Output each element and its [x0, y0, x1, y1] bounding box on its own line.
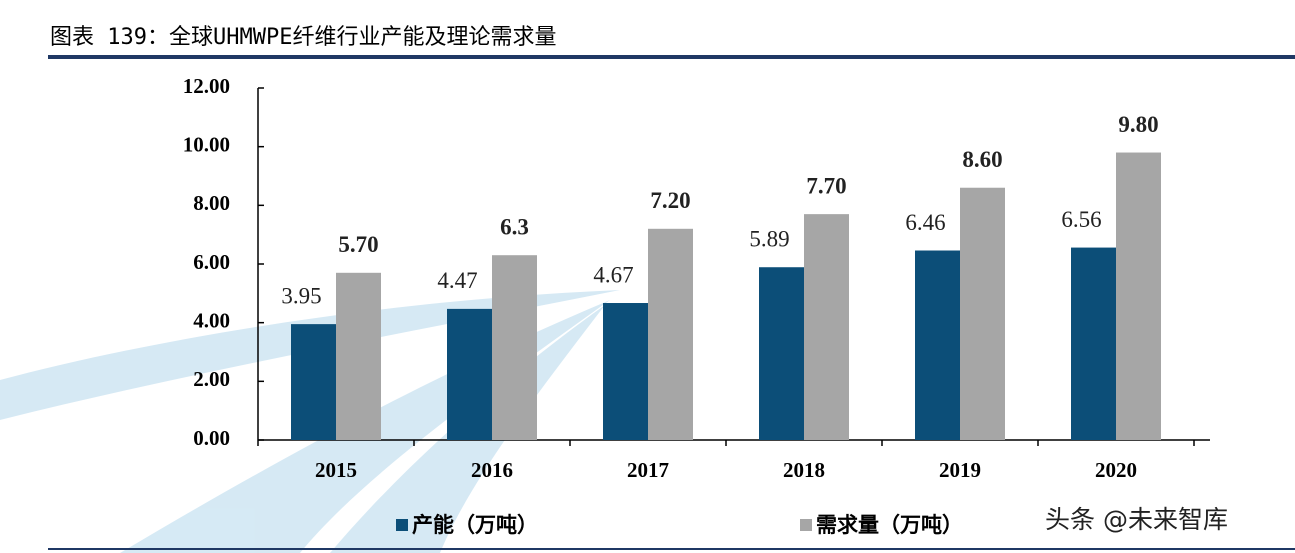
data-label: 9.80 [1118, 112, 1158, 137]
y-tick-label: 10.00 [183, 132, 230, 156]
data-label: 5.89 [749, 227, 789, 252]
x-tick-label: 2016 [471, 458, 513, 482]
x-tick-label: 2017 [627, 458, 669, 482]
bar [447, 308, 492, 440]
data-label: 6.46 [905, 210, 945, 235]
data-label: 4.67 [593, 262, 633, 287]
bar [492, 255, 537, 440]
y-tick-label: 12.00 [183, 74, 230, 98]
bar [291, 324, 336, 440]
bar [603, 303, 648, 440]
bar [915, 250, 960, 440]
bar [960, 187, 1005, 440]
title-rule [48, 55, 1295, 59]
data-label: 8.60 [962, 147, 1002, 172]
y-tick-label: 8.00 [193, 191, 230, 215]
data-label: 5.70 [338, 232, 378, 257]
data-label: 4.47 [437, 268, 477, 293]
watermark: 头条 @未来智库 [1045, 505, 1228, 534]
x-tick-label: 2015 [315, 458, 357, 482]
x-tick-label: 2018 [783, 458, 825, 482]
data-label: 6.56 [1061, 207, 1101, 232]
y-tick-label: 6.00 [193, 250, 230, 274]
chart-title: 图表 139：全球UHMWPE纤维行业产能及理论需求量 [50, 25, 556, 50]
data-label: 6.3 [500, 214, 529, 239]
x-tick-label: 2020 [1095, 458, 1137, 482]
y-tick-label: 2.00 [193, 367, 230, 391]
bar [648, 228, 693, 440]
legend-swatch [800, 519, 812, 531]
data-label: 7.20 [650, 188, 690, 213]
y-tick-label: 0.00 [193, 426, 230, 450]
x-tick-label: 2019 [939, 458, 981, 482]
bar [1116, 152, 1161, 441]
legend-label: 产能（万吨） [412, 513, 538, 537]
bar [1071, 247, 1116, 440]
bar [804, 214, 849, 440]
bar [336, 272, 381, 440]
data-label: 3.95 [281, 283, 321, 308]
bottom-rule [48, 548, 1295, 550]
legend-swatch [396, 519, 408, 531]
y-tick-label: 4.00 [193, 308, 230, 332]
legend-label: 需求量（万吨） [816, 513, 963, 537]
data-label: 7.70 [806, 173, 846, 198]
bar [759, 267, 804, 440]
